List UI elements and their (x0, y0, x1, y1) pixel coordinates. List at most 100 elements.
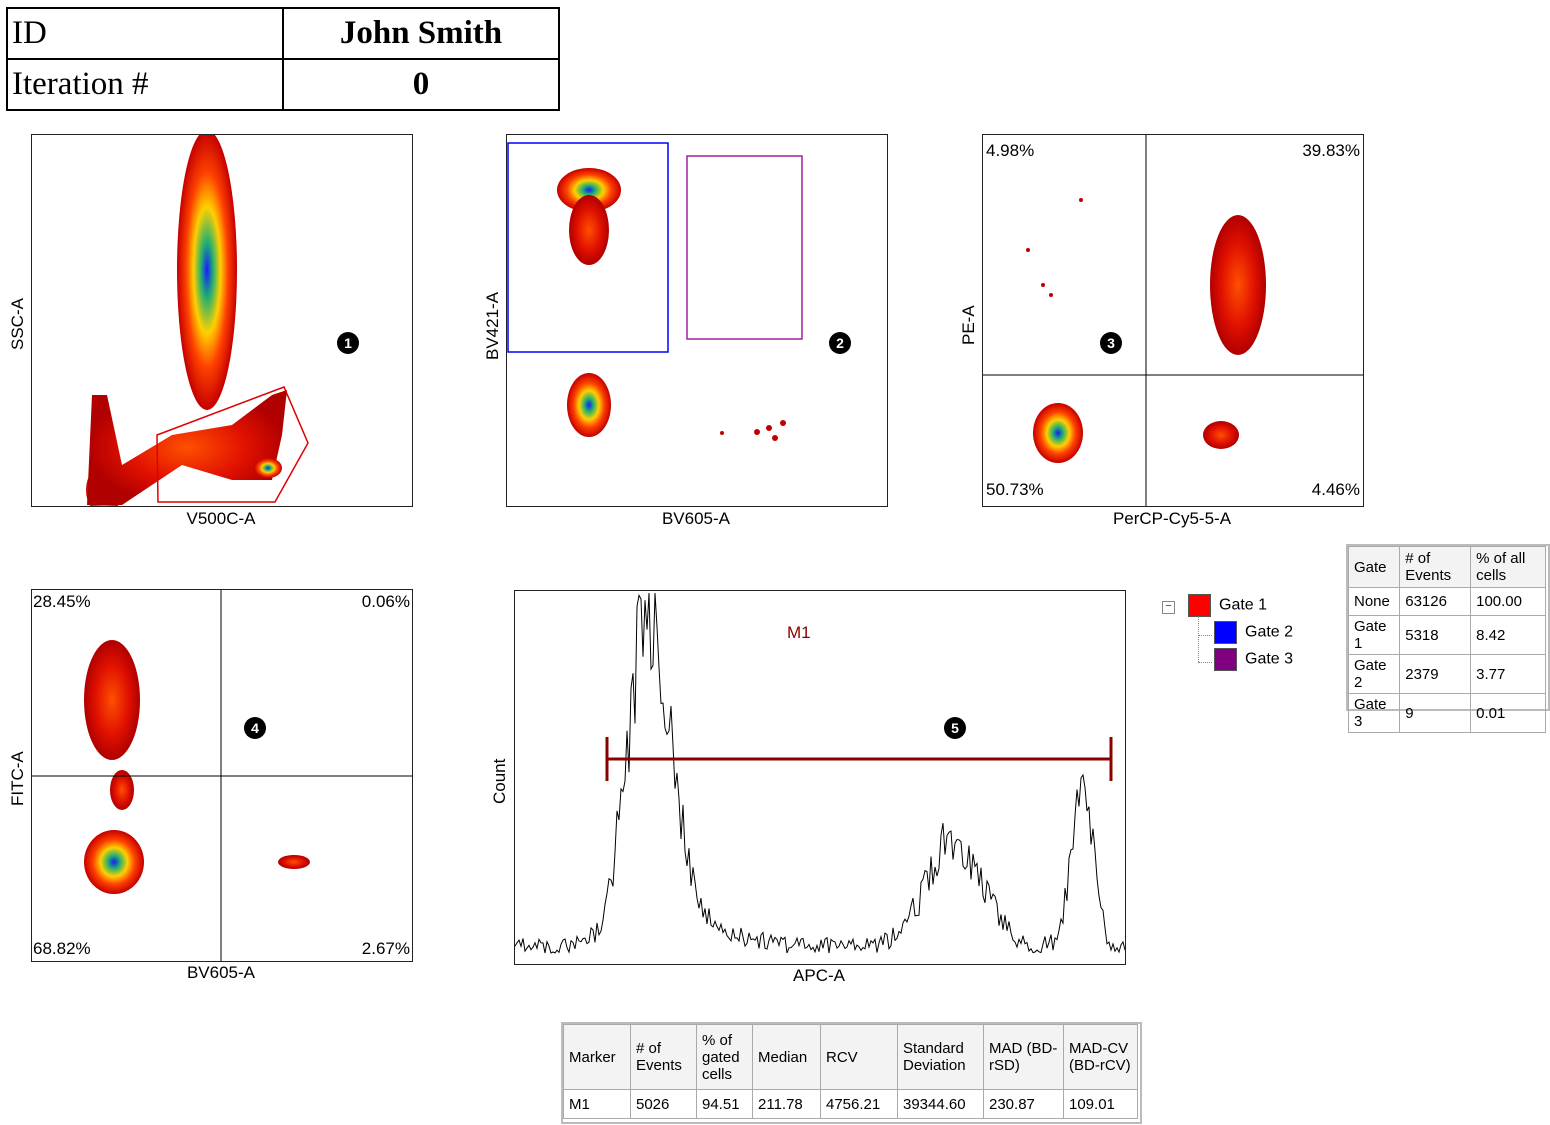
plot-4-ylabel: FITC-A (8, 751, 27, 806)
pct-gated-cell: 94.51 (696, 1089, 753, 1119)
gate-2-swatch (1214, 621, 1237, 644)
badge-2: 2 (829, 332, 851, 354)
gate-hierarchy-legend: − Gate 1 Gate 2 Gate 3 (1162, 592, 1322, 672)
events-cell: 63126 (1399, 587, 1472, 616)
pct-gated-col-header: % of gated cells (696, 1024, 753, 1090)
legend-item-gate-3[interactable]: Gate 3 (1214, 648, 1293, 671)
table-row: Gate 2 2379 3.77 (1347, 654, 1546, 694)
badge-4: 4 (244, 717, 266, 739)
plot-3-ylabel: PE-A (959, 305, 978, 345)
rcv-cell: 4756.21 (820, 1089, 898, 1119)
plot-1-xlabel: V500C-A (186, 509, 256, 528)
badge-5: 5 (944, 717, 966, 739)
marker-cell: M1 (563, 1089, 631, 1119)
plot-4-q-ll: 68.82% (33, 939, 91, 958)
id-label: ID (6, 7, 284, 60)
plot-5-ylabel: Count (490, 758, 509, 804)
sample-info-table: ID John Smith Iteration # 0 (6, 7, 560, 111)
plot-3-xlabel: PerCP-Cy5-5-A (1112, 509, 1232, 528)
plot-3-q-ll: 50.73% (986, 480, 1044, 499)
plot-2-xlabel: BV605-A (661, 509, 731, 528)
plot-3-cluster-lr (1203, 421, 1239, 449)
events-cell: 5026 (630, 1089, 697, 1119)
plot-2-ylabel: BV421-A (483, 291, 502, 360)
plot-5-histogram-svg (515, 592, 1125, 954)
gate-cell: Gate 2 (1347, 654, 1401, 694)
plot-1-cluster-gate (254, 458, 282, 478)
plot-3-density (983, 135, 1363, 506)
gate-1-label: Gate 1 (1219, 596, 1268, 614)
iteration-value: 0 (282, 58, 560, 111)
plot-4-q-lr: 2.67% (361, 939, 410, 958)
histogram-line (515, 592, 1125, 954)
events-cell: 5318 (1399, 615, 1472, 655)
plot-4-cluster-ul (84, 640, 140, 760)
plot-2-bv605-bv421 (506, 134, 888, 507)
events-cell: 2379 (1399, 654, 1472, 694)
plot-4-density (32, 590, 412, 961)
events-cell: 9 (1399, 693, 1472, 733)
plot-2-cluster-top-tail (569, 195, 609, 265)
badge-3: 3 (1100, 332, 1122, 354)
plot-2-density (507, 142, 803, 441)
badge-1: 1 (337, 332, 359, 354)
mad-col-header: MAD (BD-rSD) (983, 1024, 1064, 1090)
plot-5-apc-histogram: M1 (514, 590, 1126, 965)
pct-cell: 3.77 (1470, 654, 1546, 694)
plot-4-bv605-fitc: 28.45% 0.06% 68.82% 2.67% (31, 589, 413, 962)
rcv-col-header: RCV (820, 1024, 898, 1090)
plot-1-cluster-band (87, 390, 287, 505)
plot-2-gate-2 (507, 142, 669, 353)
marker-col-header: Marker (563, 1024, 631, 1090)
gate-cell: None (1347, 587, 1401, 616)
plot-1-cluster-ssc (177, 135, 237, 410)
plot-2-cluster-top (557, 168, 621, 212)
pct-col-header: % of all cells (1470, 546, 1546, 588)
plot-3-q-ul: 4.98% (986, 141, 1035, 160)
pct-cell: 8.42 (1470, 615, 1546, 655)
gate-statistics-table: Gate # of Events % of all cells None 631… (1347, 546, 1546, 733)
plot-3-q-ur: 39.83% (1302, 141, 1360, 160)
legend-collapse-icon[interactable]: − (1162, 596, 1175, 614)
madcv-cell: 109.01 (1063, 1089, 1138, 1119)
plot-3-percp-pe: 4.98% 39.83% 50.73% 4.46% (982, 134, 1364, 507)
plot-2-gate-3 (686, 155, 803, 340)
table-row: None 63126 100.00 (1347, 587, 1546, 616)
gate-cell: Gate 3 (1347, 693, 1401, 733)
plot-4-cluster-lr (278, 855, 310, 869)
plot-1-ylabel: SSC-A (8, 298, 27, 350)
gate-3-swatch (1214, 648, 1237, 671)
iteration-label: Iteration # (6, 58, 284, 111)
events-col-header: # of Events (1399, 546, 1472, 588)
plot-4-q-ul: 28.45% (33, 592, 91, 611)
marker-statistics-table: Marker # of Events % of gated cells Medi… (563, 1024, 1138, 1119)
table-row: Gate 3 9 0.01 (1347, 693, 1546, 733)
median-cell: 211.78 (752, 1089, 821, 1119)
plot-1-v500c-ssc (31, 134, 413, 507)
sd-cell: 39344.60 (897, 1089, 984, 1119)
gate-cell: Gate 1 (1347, 615, 1401, 655)
legend-item-gate-1[interactable]: Gate 1 (1188, 594, 1267, 617)
plot-4-cluster-ll (84, 830, 144, 894)
plot-3-cluster-ur (1210, 215, 1266, 355)
plot-1-density (86, 135, 309, 506)
median-col-header: Median (752, 1024, 821, 1090)
gate-3-label: Gate 3 (1245, 650, 1294, 668)
plot-3-cluster-ll (1033, 403, 1083, 463)
marker-m1-label: M1 (787, 623, 811, 642)
madcv-col-header: MAD-CV (BD-rCV) (1063, 1024, 1138, 1090)
plot-1-gate-1 (156, 386, 309, 503)
plot-4-xlabel: BV605-A (186, 963, 256, 982)
plot-2-cluster-bottom (567, 373, 611, 437)
plot-5-xlabel: APC-A (793, 966, 845, 985)
pct-cell: 0.01 (1470, 693, 1546, 733)
pct-cell: 100.00 (1470, 587, 1546, 616)
id-value: John Smith (282, 7, 560, 60)
gate-2-label: Gate 2 (1245, 623, 1294, 641)
plot-3-q-lr: 4.46% (1311, 480, 1360, 499)
sd-col-header: Standard Deviation (897, 1024, 984, 1090)
table-row: M1 5026 94.51 211.78 4756.21 39344.60 23… (563, 1089, 1138, 1119)
legend-item-gate-2[interactable]: Gate 2 (1214, 621, 1293, 644)
table-row: Gate 1 5318 8.42 (1347, 615, 1546, 655)
events-col-header: # of Events (630, 1024, 697, 1090)
